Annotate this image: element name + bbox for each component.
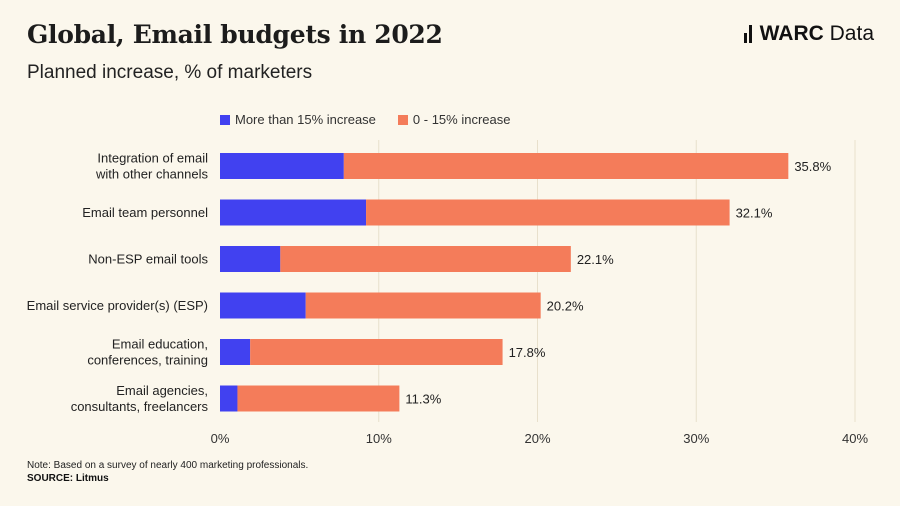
chart-legend: More than 15% increase 0 - 15% increase: [220, 112, 510, 127]
category-label: Integration of email with other channels: [95, 151, 209, 182]
category-label: Email education, conferences, training: [87, 337, 208, 368]
bar-segment-series-1: [220, 199, 367, 226]
x-tick-label: 20%: [524, 431, 550, 446]
footnote: Note: Based on a survey of nearly 400 ma…: [27, 460, 309, 471]
category-label: Non-ESP email tools: [88, 252, 208, 267]
bar-segment-series-1: [220, 292, 306, 319]
bar-segment-series-1: [220, 385, 238, 412]
chart-title: Global, Email budgets in 2022: [27, 20, 443, 49]
total-label: 11.3%: [405, 392, 441, 407]
category-label: Email agencies, consultants, freelancers: [71, 383, 209, 414]
total-label: 35.8%: [794, 159, 831, 174]
brand-name: WARC: [759, 22, 824, 45]
legend-label-series-1: More than 15% increase: [235, 112, 376, 127]
x-tick-label: 30%: [683, 431, 709, 446]
bar-segment-series-1: [220, 246, 281, 272]
legend-swatch-series-1: [220, 114, 230, 125]
bar-segment-series-2: [366, 199, 730, 226]
brand-logo: WARC Data: [743, 22, 874, 46]
bar-segment-series-2: [237, 385, 400, 412]
total-label: 22.1%: [577, 252, 614, 267]
source-credit: SOURCE: Litmus: [27, 473, 109, 484]
total-label: 17.8%: [509, 345, 546, 360]
legend-swatch-series-2: [397, 114, 408, 125]
category-label: Email service provider(s) (ESP): [27, 298, 208, 313]
total-label: 32.1%: [736, 206, 773, 221]
x-tick-label: 10%: [366, 431, 392, 446]
legend-item-series-1: More than 15% increase: [220, 112, 376, 127]
bar-segment-series-1: [220, 153, 344, 179]
warc-bars-icon: [743, 25, 752, 43]
legend-item-series-2: 0 - 15% increase: [397, 112, 511, 127]
bar-segment-series-2: [280, 246, 571, 272]
bar-segment-series-2: [250, 339, 503, 365]
chart-subtitle: Planned increase, % of marketers: [27, 62, 313, 83]
x-tick-label: 40%: [842, 431, 868, 446]
bar-segment-series-1: [220, 339, 251, 365]
bar-segment-series-2: [343, 153, 789, 179]
x-tick-label: 0%: [211, 431, 230, 446]
legend-label-series-2: 0 - 15% increase: [412, 112, 511, 127]
brand-suffix: Data: [829, 22, 874, 45]
bar-segment-series-2: [305, 292, 541, 319]
category-label: Email team personnel: [82, 205, 208, 220]
total-label: 20.2%: [547, 299, 584, 314]
